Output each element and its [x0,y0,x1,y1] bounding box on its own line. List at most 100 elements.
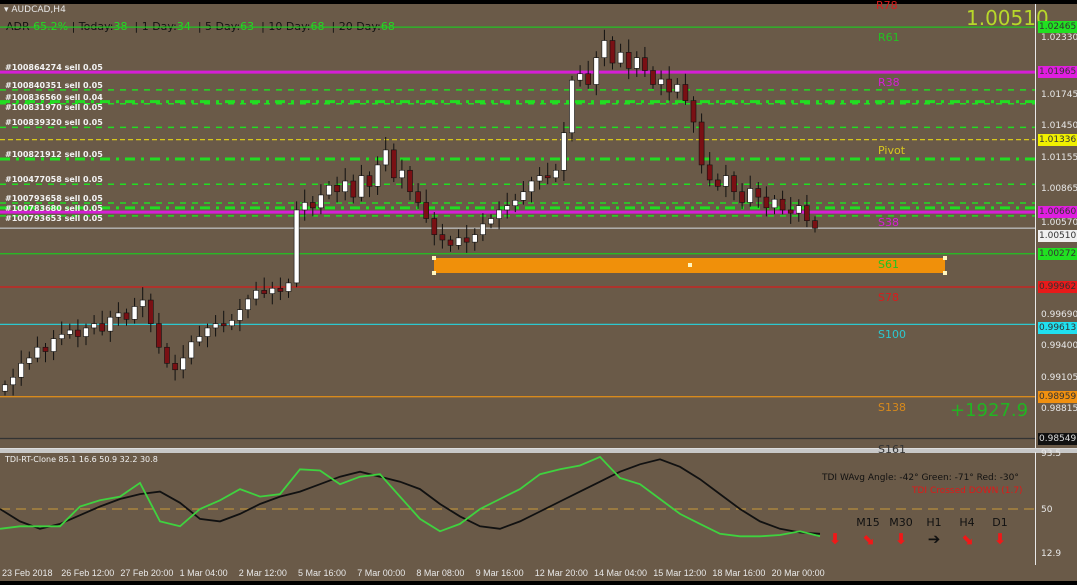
price-axis-line [1035,4,1036,448]
zone-handle[interactable] [688,263,692,267]
candle [787,197,794,224]
candle [342,168,349,201]
candle [366,171,373,198]
candle [569,75,575,142]
candle [253,281,259,306]
window-separator[interactable] [0,448,1077,453]
arrow-down-icon: ⬇ [993,530,1007,548]
candle [334,176,340,203]
profit-label: +1927.9 [950,400,1029,421]
order-label: #100477058 sell 0.05 [5,175,103,185]
chevron-down-icon[interactable]: ▾ [4,5,12,15]
candle [447,235,454,252]
candle [399,159,405,189]
level-label-s78: S78 [878,290,899,304]
price-chart[interactable] [0,4,1035,448]
candle [83,323,89,346]
candle [528,176,535,203]
candle [196,325,203,347]
candle [561,122,567,182]
candle [488,214,494,229]
time-axis-label: 20 Mar 00:00 [771,568,825,578]
candle [301,189,308,221]
candle [10,368,16,396]
order-label: #100783680 sell 0.05 [5,203,103,213]
candle [658,70,664,96]
level-label-s138: S138 [878,400,906,414]
candle [771,194,778,215]
time-axis-label: 7 Mar 00:00 [357,568,406,578]
candle [2,380,8,396]
candle [431,212,438,246]
candle [285,278,292,298]
zone-handle[interactable] [943,256,947,260]
price-axis-label: 1.02330 [1041,33,1077,44]
current-price-large: 1.00510 [966,6,1049,30]
time-axis-label: 2 Mar 12:00 [238,568,287,578]
candle [212,315,219,337]
candle [204,323,211,348]
candle [26,351,33,370]
time-axis-label: 23 Feb 2018 [2,568,53,578]
candle [99,310,105,336]
tdi-indicator-chart[interactable] [0,452,1035,565]
price-tag-s38: 1.00660 [1038,206,1077,219]
zone-handle[interactable] [943,271,947,275]
timeframe-label-m5: M5 [826,516,844,529]
candle [779,190,786,215]
level-label-s161: S161 [878,442,906,456]
price-axis-label: 0.99400 [1041,341,1077,352]
candle [536,167,543,190]
indicator-title: TDI-RT-Clone 85.1 16.6 50.9 32.2 30.8 [5,455,158,464]
candle [139,287,146,318]
price-tag-s78: 0.99962 [1038,280,1077,293]
candle [739,183,745,209]
candle [91,315,97,335]
candle [674,78,681,99]
time-axis-label: 26 Feb 12:00 [61,568,115,578]
candle [277,277,284,301]
candle [326,181,332,200]
price-tag-s138: 0.98959 [1038,390,1077,403]
price-tag-s100: 0.99613 [1038,322,1077,335]
level-label-s100: S100 [878,328,906,342]
price-axis-label: 1.00570 [1041,218,1077,229]
candle [463,224,470,253]
tdi-signal-line [0,458,821,535]
candle [747,175,754,207]
candle [423,189,430,223]
time-axis-label: 27 Feb 20:00 [120,568,174,578]
candle [358,164,365,202]
candle [585,60,592,89]
price-axis-label: 1.01155 [1041,153,1077,164]
price-tag-s161: 0.98549 [1038,432,1077,445]
time-axis-label: 12 Mar 20:00 [534,568,588,578]
time-axis-label: 9 Mar 16:00 [475,568,524,578]
candle [625,39,632,80]
candle [455,229,462,250]
candle [261,277,268,298]
price-axis-label: 1.00865 [1041,184,1077,195]
zone-handle[interactable] [432,256,436,260]
price-tag-s61: 1.00272 [1038,247,1077,260]
candle [504,192,511,219]
tdi-price-line [0,455,821,538]
candle [382,137,389,172]
arrow-right-icon: ➔ [927,530,941,548]
order-label: #100836560 sell 0.04 [5,92,103,102]
candle [552,163,559,183]
order-label: #100831970 sell 0.05 [5,102,103,112]
candle [42,342,49,363]
candle [245,294,251,319]
zone-handle[interactable] [432,271,436,275]
candle [131,297,138,324]
level-label-r38: R38 [878,76,900,90]
candle [390,143,397,183]
candle [666,66,673,101]
candle [520,181,527,205]
candle [601,29,608,67]
candle [229,313,235,331]
candle [755,182,762,208]
order-label: #100793653 sell 0.05 [5,213,103,223]
candle [763,186,770,217]
